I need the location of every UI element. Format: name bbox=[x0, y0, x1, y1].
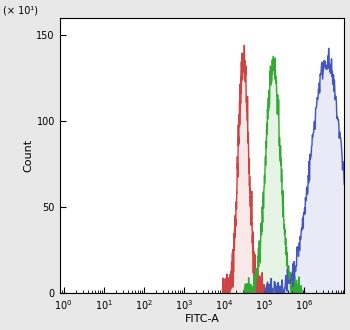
Text: (× 10¹): (× 10¹) bbox=[3, 5, 38, 16]
X-axis label: FITC-A: FITC-A bbox=[185, 314, 219, 324]
Y-axis label: Count: Count bbox=[24, 139, 34, 172]
